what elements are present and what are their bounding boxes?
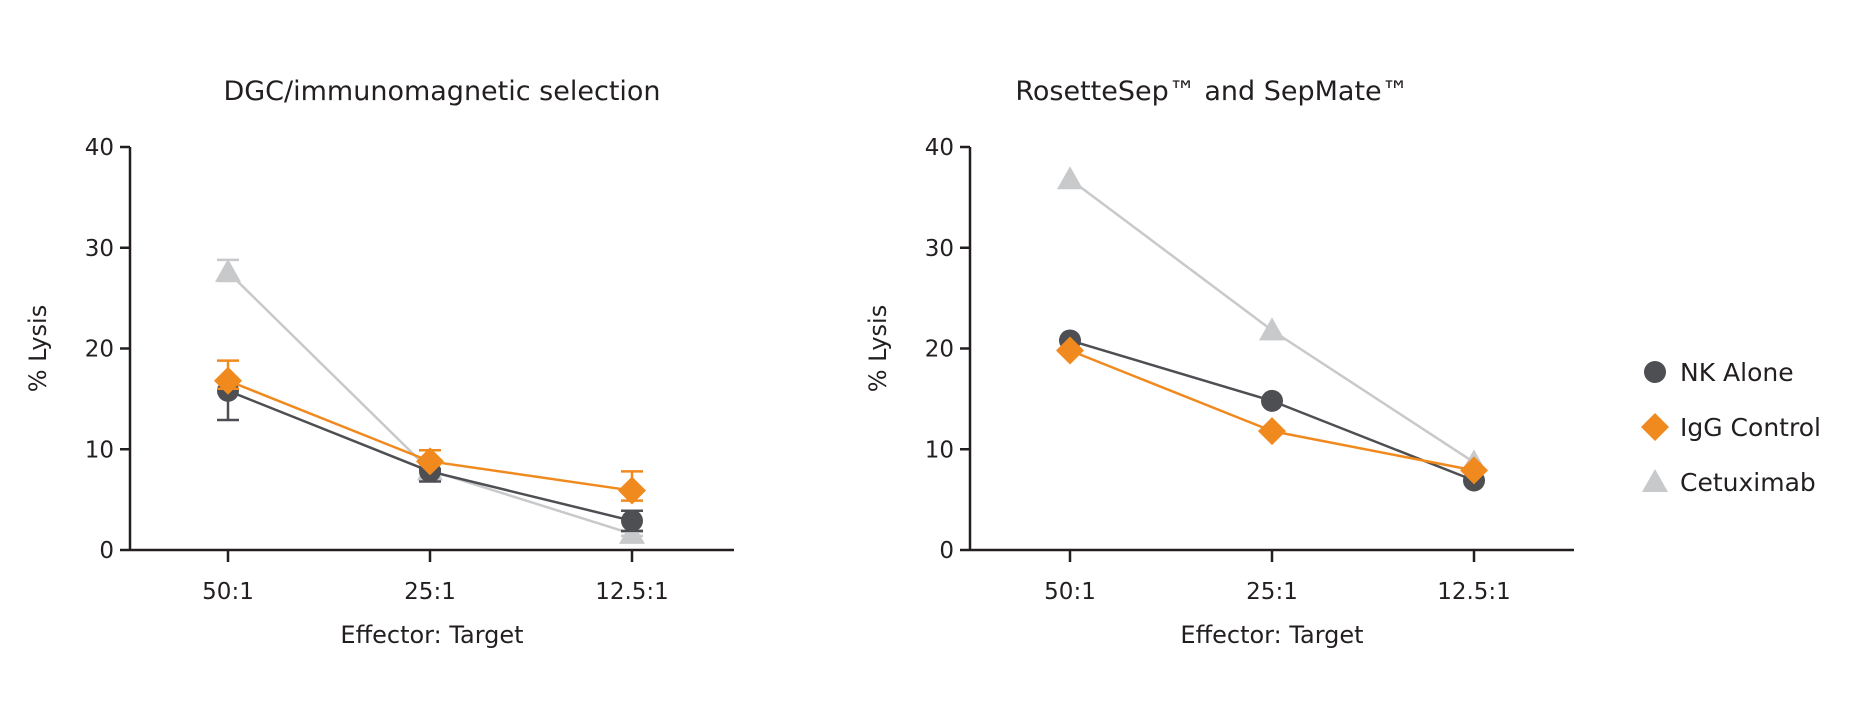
legend-label: IgG Control — [1680, 413, 1821, 442]
x-tick-label: 50:1 — [202, 579, 254, 605]
data-point — [416, 447, 444, 476]
x-tick-label: 25:1 — [1246, 579, 1298, 605]
chart-title: DGC/immunomagnetic selection — [223, 76, 660, 107]
x-axis-label: Effector: Target — [1180, 621, 1363, 649]
y-tick-label: 10 — [85, 437, 114, 463]
y-tick-label: 30 — [85, 236, 114, 262]
series-igg-control — [214, 359, 646, 505]
y-tick-label: 10 — [925, 437, 954, 463]
data-point — [1258, 417, 1286, 446]
y-tick-label: 20 — [925, 337, 954, 363]
legend-marker-diamond — [1641, 413, 1669, 441]
y-axis-label: % Lysis — [24, 305, 52, 392]
data-point — [621, 509, 643, 532]
x-tick-label: 50:1 — [1044, 579, 1096, 605]
legend-label: NK Alone — [1680, 358, 1794, 387]
data-point — [618, 476, 646, 505]
data-point — [214, 366, 242, 395]
y-tick-label: 20 — [85, 337, 114, 363]
series-line — [227, 271, 633, 536]
y-tick-label: 0 — [939, 538, 954, 564]
legend-marker-triangle — [1642, 469, 1668, 492]
series-igg-control — [1056, 336, 1488, 485]
series-nk-alone — [1059, 329, 1485, 492]
x-tick-label: 25:1 — [404, 579, 456, 605]
y-tick-label: 30 — [925, 236, 954, 262]
data-point — [1259, 317, 1285, 341]
data-point — [1460, 456, 1488, 485]
legend-marker-circle — [1644, 361, 1666, 383]
data-point — [1056, 336, 1084, 365]
y-axis-label: % Lysis — [864, 305, 892, 392]
chart-title: RosetteSep™ and SepMate™ — [1015, 76, 1408, 107]
y-tick-label: 40 — [925, 135, 954, 161]
legend-label: Cetuximab — [1680, 468, 1816, 497]
x-axis-label: Effector: Target — [340, 621, 523, 649]
data-point — [1261, 389, 1283, 412]
x-tick-label: 12.5:1 — [1437, 579, 1511, 605]
data-point — [1057, 166, 1083, 190]
data-point — [215, 258, 241, 282]
data-point — [619, 520, 645, 544]
x-tick-label: 12.5:1 — [595, 579, 669, 605]
y-tick-label: 0 — [99, 538, 114, 564]
y-tick-label: 40 — [85, 135, 114, 161]
